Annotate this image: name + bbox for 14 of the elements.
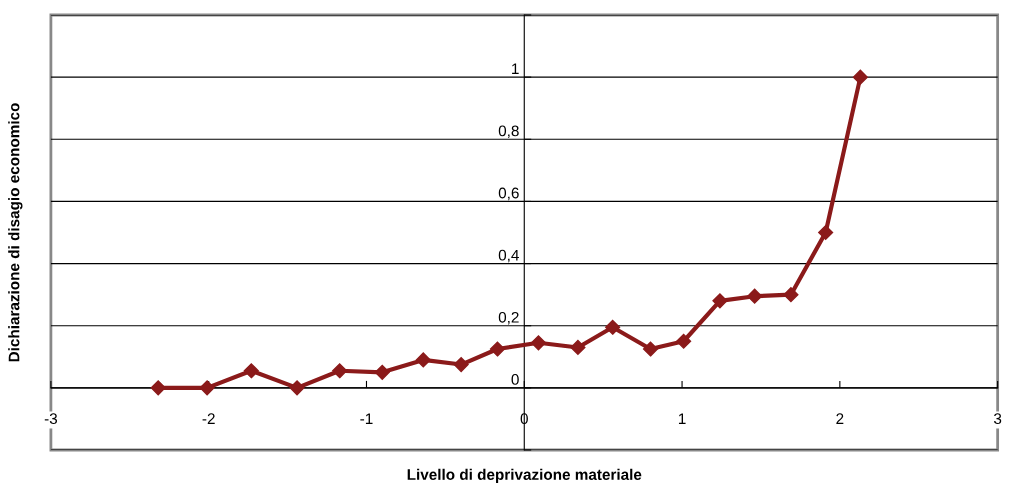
x-tick-label: 2 (836, 413, 844, 424)
y-tick-label: 0,8 (498, 125, 519, 139)
x-axis-title: Livello di deprivazione materiale (407, 468, 642, 484)
y-tick-label: 0,6 (498, 187, 519, 201)
y-tick-label: 1 (512, 63, 519, 74)
x-tick-label: -3 (44, 413, 58, 425)
y-tick-label: 0 (511, 374, 519, 385)
x-tick-label: -1 (360, 413, 373, 424)
y-tick-label: 0,2 (498, 311, 519, 325)
x-tick-label: 1 (678, 413, 686, 424)
x-tick-label: 3 (993, 413, 1002, 425)
x-tick-label: -2 (202, 413, 215, 424)
y-tick-label: 0,4 (498, 249, 519, 263)
y-axis-title: Dichiarazione di disagio economico (8, 103, 23, 362)
